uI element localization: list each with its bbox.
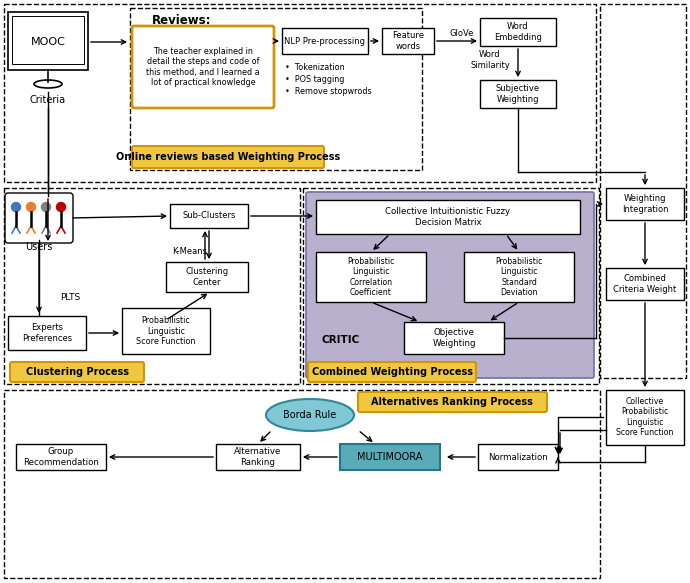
Bar bbox=[316, 200, 580, 234]
Text: Combined
Criteria Weight: Combined Criteria Weight bbox=[613, 274, 677, 294]
Bar bbox=[122, 308, 210, 354]
Text: Sub-Clusters: Sub-Clusters bbox=[182, 212, 236, 220]
Bar bbox=[12, 16, 84, 64]
Text: Objective
Weighting: Objective Weighting bbox=[432, 328, 475, 347]
Bar bbox=[216, 444, 300, 470]
Bar bbox=[316, 252, 426, 302]
Text: Probabilistic
Linguistic
Score Function: Probabilistic Linguistic Score Function bbox=[137, 316, 196, 346]
Bar bbox=[8, 316, 86, 350]
Text: NLP Pre-processing: NLP Pre-processing bbox=[284, 37, 366, 45]
Text: Users: Users bbox=[26, 242, 52, 252]
Text: Normalization: Normalization bbox=[488, 452, 548, 462]
Text: Online reviews based Weighting Process: Online reviews based Weighting Process bbox=[116, 152, 340, 162]
FancyBboxPatch shape bbox=[132, 26, 274, 108]
Text: Alternative
Ranking: Alternative Ranking bbox=[235, 447, 282, 467]
Text: The teacher explained in
detail the steps and code of
this method, and I learned: The teacher explained in detail the step… bbox=[146, 47, 260, 87]
Text: Reviews:: Reviews: bbox=[152, 13, 212, 26]
Bar bbox=[4, 4, 596, 182]
Text: Feature
words: Feature words bbox=[392, 31, 424, 51]
Text: Probabilistic
Linguistic
Correlation
Coefficient: Probabilistic Linguistic Correlation Coe… bbox=[347, 257, 395, 297]
Text: Combined Weighting Process: Combined Weighting Process bbox=[311, 367, 473, 377]
Text: GloVe: GloVe bbox=[450, 30, 474, 38]
Text: Alternatives Ranking Process: Alternatives Ranking Process bbox=[371, 397, 533, 407]
Text: Probabilistic
Linguistic
Standard
Deviation: Probabilistic Linguistic Standard Deviat… bbox=[495, 257, 543, 297]
FancyBboxPatch shape bbox=[132, 146, 324, 168]
Text: CRITIC: CRITIC bbox=[322, 335, 360, 345]
Text: Weighting
Integration: Weighting Integration bbox=[622, 194, 668, 214]
FancyBboxPatch shape bbox=[10, 362, 144, 382]
Bar bbox=[480, 18, 556, 46]
Bar bbox=[4, 390, 600, 578]
Text: K-Means: K-Means bbox=[172, 248, 208, 257]
Text: Word
Similarity: Word Similarity bbox=[470, 50, 510, 70]
Bar bbox=[282, 28, 368, 54]
Text: •  POS tagging: • POS tagging bbox=[285, 76, 344, 85]
Bar bbox=[606, 188, 684, 220]
Circle shape bbox=[41, 202, 50, 212]
Text: Word
Embedding: Word Embedding bbox=[494, 22, 542, 42]
Bar bbox=[606, 268, 684, 300]
Bar bbox=[404, 322, 504, 354]
Text: MULTIMOORA: MULTIMOORA bbox=[357, 452, 423, 462]
FancyBboxPatch shape bbox=[308, 362, 476, 382]
Bar bbox=[303, 188, 599, 384]
Ellipse shape bbox=[34, 80, 62, 88]
Text: PLTS: PLTS bbox=[60, 293, 80, 303]
Text: Collective
Probabilistic
Linguistic
Score Function: Collective Probabilistic Linguistic Scor… bbox=[616, 397, 673, 437]
Bar bbox=[340, 444, 440, 470]
Text: •  Remove stopwrods: • Remove stopwrods bbox=[285, 87, 372, 97]
Bar bbox=[464, 252, 574, 302]
Bar bbox=[170, 204, 248, 228]
Text: MOOC: MOOC bbox=[30, 37, 66, 47]
Text: Experts
Preferences: Experts Preferences bbox=[22, 324, 72, 343]
Text: Collective Intuitionistic Fuzzy
Decision Matrix: Collective Intuitionistic Fuzzy Decision… bbox=[386, 208, 511, 227]
Text: Subjective
Weighting: Subjective Weighting bbox=[496, 85, 540, 104]
Text: Group
Recommendation: Group Recommendation bbox=[23, 447, 99, 467]
Bar bbox=[600, 4, 686, 378]
Bar bbox=[8, 12, 88, 70]
FancyBboxPatch shape bbox=[306, 192, 594, 378]
Bar bbox=[480, 80, 556, 108]
Text: Clustering Process: Clustering Process bbox=[26, 367, 128, 377]
Text: Borda Rule: Borda Rule bbox=[284, 410, 337, 420]
Bar bbox=[382, 28, 434, 54]
Bar bbox=[16, 444, 106, 470]
Bar bbox=[166, 262, 248, 292]
Bar bbox=[4, 188, 300, 384]
Bar bbox=[130, 8, 422, 170]
FancyBboxPatch shape bbox=[358, 392, 547, 412]
Text: •  Tokenization: • Tokenization bbox=[285, 64, 344, 72]
Bar bbox=[478, 444, 558, 470]
Bar bbox=[606, 390, 684, 445]
Text: Criteria: Criteria bbox=[30, 95, 66, 105]
Ellipse shape bbox=[266, 399, 354, 431]
Circle shape bbox=[12, 202, 21, 212]
Circle shape bbox=[57, 202, 66, 212]
FancyBboxPatch shape bbox=[5, 193, 73, 243]
Text: Clustering
Center: Clustering Center bbox=[186, 267, 228, 287]
Circle shape bbox=[26, 202, 35, 212]
